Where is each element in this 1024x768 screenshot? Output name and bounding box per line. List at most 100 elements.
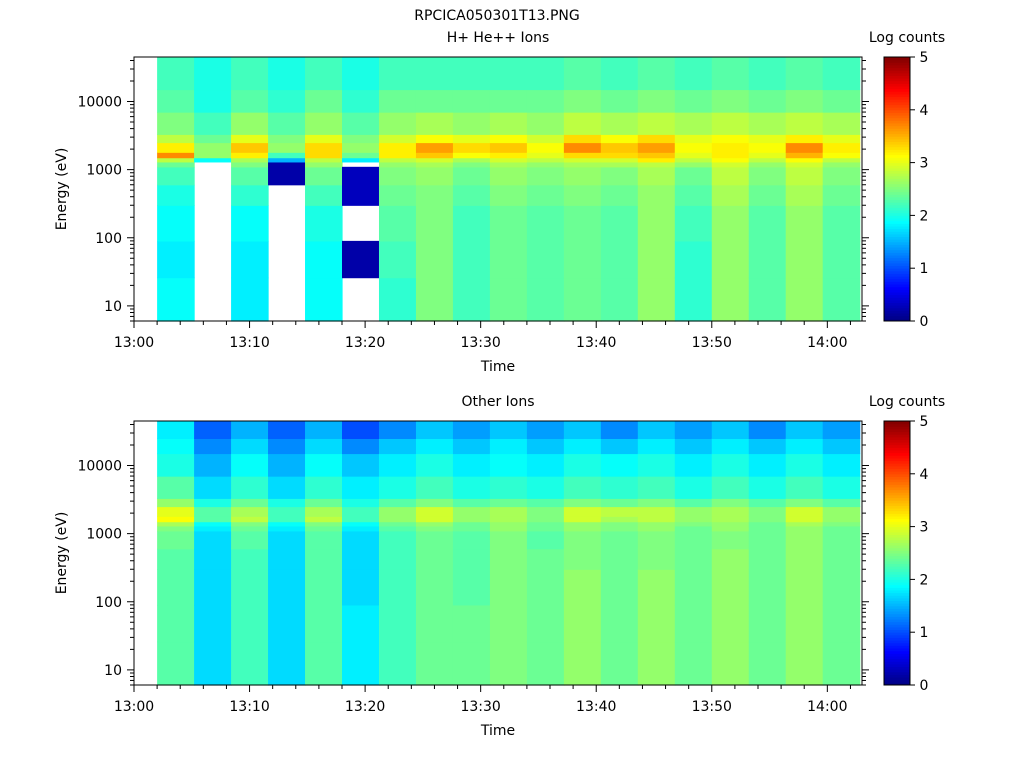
heatmap-cell <box>415 530 454 550</box>
heatmap-cell <box>415 57 454 91</box>
heatmap-cell <box>342 530 380 550</box>
heatmap-cell <box>674 142 713 153</box>
heatmap-cell <box>563 421 602 439</box>
colorbar-tick-label: 1 <box>920 625 929 641</box>
colorbar-swatch <box>884 196 910 201</box>
heatmap-cell <box>489 152 528 159</box>
colorbar-swatch <box>884 286 910 290</box>
heatmap-cell <box>452 166 491 186</box>
heatmap-cell <box>711 521 750 527</box>
colorbar-swatch <box>884 521 910 525</box>
heatmap-cell <box>231 438 269 455</box>
heatmap-cell <box>378 112 417 135</box>
y-tick-label: 10 <box>104 663 122 679</box>
heatmap-cell <box>674 641 713 686</box>
heatmap-cell <box>748 277 787 322</box>
heatmap-cell <box>231 240 269 279</box>
x-tick-label: 13:50 <box>692 699 732 715</box>
heatmap-cell <box>526 112 565 135</box>
colorbar-swatch <box>884 167 910 172</box>
heatmap-cell <box>674 506 713 517</box>
heatmap-cell <box>563 530 602 550</box>
colorbar-swatch <box>884 513 910 517</box>
colorbar-swatch <box>884 642 910 646</box>
y-tick-label: 1000 <box>86 527 122 543</box>
heatmap-cell <box>305 157 343 163</box>
heatmap-cell <box>231 57 269 91</box>
x-tick-label: 13:50 <box>692 335 732 351</box>
heatmap-cell <box>674 421 713 439</box>
heatmap-cell <box>342 604 380 643</box>
colorbar-swatch <box>884 497 910 501</box>
colorbar-swatch <box>884 78 910 82</box>
colorbar-swatch <box>884 244 910 248</box>
heatmap-cell <box>305 184 343 206</box>
heatmap-cell <box>822 421 861 439</box>
heatmap-cell <box>231 205 269 242</box>
colorbar-swatch <box>884 650 910 654</box>
heatmap-cell <box>637 184 676 206</box>
heatmap-cell <box>674 438 713 455</box>
colorbar-swatch <box>884 207 910 211</box>
heatmap-cell <box>268 161 306 168</box>
heatmap-cell <box>489 641 528 686</box>
heatmap-cell <box>785 421 824 439</box>
heatmap-cell <box>194 641 232 686</box>
heatmap-cell <box>342 152 380 159</box>
heatmap-cell <box>342 89 380 113</box>
heatmap-cell <box>526 157 565 163</box>
colorbar-swatch <box>884 563 910 567</box>
colorbar-swatch <box>884 225 910 230</box>
colorbar-swatch <box>884 677 910 681</box>
heatmap-cell <box>637 525 676 532</box>
colorbar-swatch <box>884 576 910 580</box>
heatmap-cell <box>231 184 269 206</box>
colorbar-swatch <box>884 152 910 156</box>
heatmap-cell <box>305 641 343 686</box>
heatmap-cell <box>785 57 824 91</box>
heatmap-cell <box>268 569 306 606</box>
heatmap-cell <box>563 506 602 517</box>
heatmap-cell <box>637 604 676 643</box>
heatmap-cell <box>526 205 565 242</box>
heatmap-cell <box>342 184 380 206</box>
heatmap-cell <box>711 142 750 153</box>
heatmap-cell <box>785 641 824 686</box>
heatmap-cell <box>563 641 602 686</box>
heatmap-cell <box>563 516 602 523</box>
heatmap-cell <box>674 152 713 159</box>
heatmap-cell <box>600 205 639 242</box>
colorbar-swatch <box>884 252 910 256</box>
colorbar-swatch <box>884 663 910 668</box>
panel-1: H+ He++ Ions 13:00 13:10 13:20 13:30 13:40 13:… <box>54 30 945 375</box>
figure-title: RPCICA050301T13.PNG <box>414 8 579 24</box>
heatmap-cell <box>748 498 787 508</box>
heatmap-cell <box>489 421 528 439</box>
heatmap-cell <box>822 498 861 508</box>
x-axis-label: Time <box>480 359 515 375</box>
colorbar-swatch <box>884 289 910 293</box>
heatmap-cell <box>157 548 195 570</box>
heatmap-cell <box>785 506 824 517</box>
heatmap-cell <box>711 506 750 517</box>
heatmap-cell <box>674 205 713 242</box>
heatmap-cell <box>711 453 750 477</box>
colorbar-swatch <box>884 141 910 145</box>
heatmap-cell <box>489 57 528 91</box>
heatmap-cell <box>452 421 491 439</box>
colorbar-tick-label: 3 <box>920 520 929 536</box>
colorbar-swatch <box>884 310 910 314</box>
heatmap-cell <box>785 157 824 163</box>
colorbar-swatch <box>884 431 910 435</box>
heatmap-cell <box>489 525 528 532</box>
heatmap-cell <box>822 476 861 499</box>
heatmap-cell <box>563 142 602 153</box>
heatmap-cell <box>305 112 343 135</box>
heatmap-cell <box>637 142 676 153</box>
colorbar-label: Log counts <box>869 394 945 410</box>
colorbar-swatch <box>884 125 910 129</box>
heatmap-cell <box>415 240 454 279</box>
heatmap-cell <box>157 134 195 144</box>
heatmap-cell <box>748 421 787 439</box>
